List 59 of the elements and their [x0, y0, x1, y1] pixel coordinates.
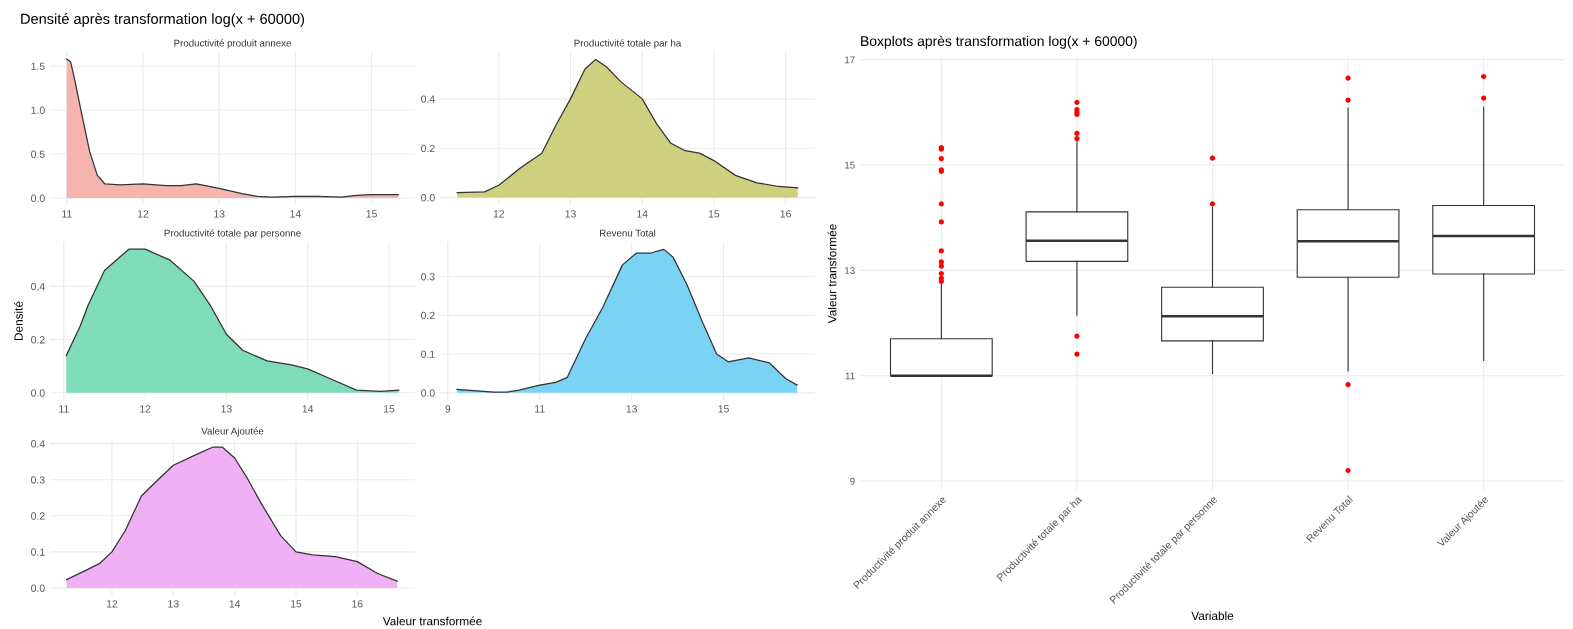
y-tick-label: 0.4: [31, 440, 45, 448]
y-tick-label: 0.2: [31, 512, 45, 520]
y-tick-label: 0.3: [421, 273, 435, 281]
y-tick-label: 0.0: [31, 584, 45, 592]
y-axis-title: Densité: [13, 301, 23, 341]
x-tick-label: 15: [718, 405, 729, 413]
x-tick-label: 15: [383, 405, 395, 413]
y-tick-label: 0.1: [421, 350, 435, 358]
x-tick-label: 14: [229, 600, 241, 608]
x-tick-label: 12: [140, 405, 151, 413]
text: Densité après transformation log(x + 60000): [21, 13, 305, 27]
x-tick-label: 13: [221, 405, 232, 413]
x-tick-label: 9: [445, 405, 451, 413]
x-axis-title: Valeur transformée: [382, 616, 482, 626]
x-tick-label: 12: [493, 210, 505, 218]
x-tick-label: 14: [637, 210, 648, 218]
y-tick-label: 0.0: [31, 389, 45, 397]
x-tick-label: 16: [780, 210, 791, 218]
chart-title: Boxplots après transformation log(x + 60000): [861, 35, 1137, 49]
y-tick-label: 0.2: [31, 336, 45, 344]
chart-title: Valeur Ajoutée: [201, 427, 264, 437]
x-tick-label: 11: [535, 405, 545, 413]
y-tick-label: 17: [845, 56, 855, 64]
x-tick-label: 15: [290, 600, 302, 608]
y-tick-label: 0.0: [421, 194, 435, 202]
y-tick-label: 1.5: [31, 62, 45, 70]
x-axis-title: Variable: [1191, 611, 1234, 621]
x-tick-label: 12: [106, 600, 118, 608]
y-tick-label: 0.3: [31, 476, 45, 484]
x-tick-label: 11: [62, 210, 72, 218]
x-tick-label: 13: [214, 210, 225, 218]
chart-title: Productivité produit annexe: [174, 39, 291, 49]
y-tick-label: 11: [845, 372, 855, 380]
chart-title: Productivité totale par personne: [164, 229, 301, 239]
x-tick-label: 15: [708, 210, 720, 218]
x-tick-label: 13: [565, 210, 576, 218]
y-tick-label: 13: [845, 267, 855, 274]
x-tick-label: 14: [302, 405, 314, 413]
x-tick-label: 12: [137, 210, 149, 218]
x-tick-label: 14: [290, 210, 301, 218]
chart-title: Revenu Total: [600, 229, 656, 237]
chart-title: Productivité totale par ha: [574, 39, 682, 49]
x-tick-label: 16: [352, 600, 363, 608]
y-tick-label: 1.0: [31, 106, 45, 114]
y-tick-label: 9: [850, 477, 855, 485]
y-axis-title: Valeur transformée: [827, 224, 837, 324]
x-tick-label: 15: [366, 210, 377, 218]
y-tick-label: 0.2: [421, 144, 435, 153]
y-tick-label: 0.1: [31, 548, 45, 556]
y-tick-label: 0.4: [421, 95, 435, 103]
x-tick-label: 11: [59, 405, 69, 413]
y-tick-label: 0.2: [421, 311, 435, 320]
x-tick-label: 13: [626, 405, 637, 413]
y-tick-label: 0.0: [421, 389, 435, 397]
y-tick-label: 0.5: [31, 150, 45, 158]
y-tick-label: 15: [845, 161, 855, 169]
y-tick-label: 0.4: [31, 282, 45, 291]
y-tick-label: 0.0: [31, 194, 45, 202]
x-tick-label: 13: [168, 600, 179, 608]
